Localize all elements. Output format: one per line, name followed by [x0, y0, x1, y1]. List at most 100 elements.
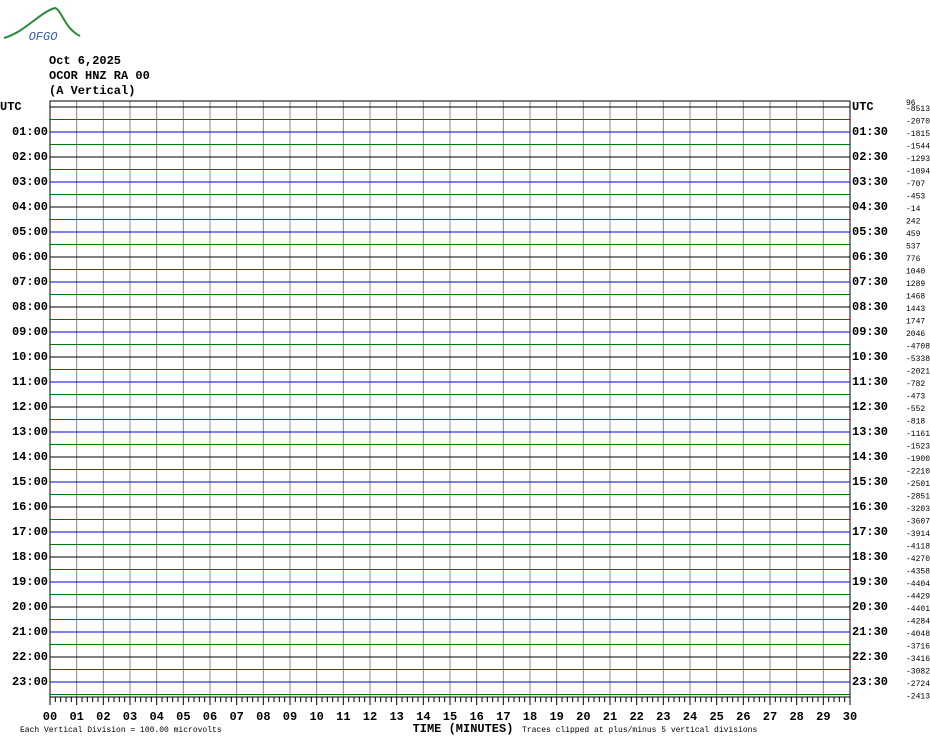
left-time-label: 06:00: [12, 250, 48, 264]
offset-label: -1544: [906, 143, 930, 152]
clip-note: Traces clipped at plus/minus 5 vertical …: [522, 726, 757, 735]
left-time-label: 08:00: [12, 300, 48, 314]
x-tick-label: 03: [123, 710, 137, 724]
x-tick-label: 19: [549, 710, 563, 724]
left-time-label: 20:00: [12, 600, 48, 614]
offset-label: -4284: [906, 618, 930, 627]
left-time-label: UTC: [0, 100, 22, 114]
offset-label: 1289: [906, 280, 925, 289]
left-time-label: 03:00: [12, 175, 48, 189]
offset-label: -2413: [906, 693, 930, 702]
left-time-label: 22:00: [12, 650, 48, 664]
offset-label: 1747: [906, 318, 925, 327]
logo-mark: [3, 6, 81, 39]
right-time-label: 21:30: [852, 625, 888, 639]
x-tick-label: 26: [736, 710, 750, 724]
left-time-label: 17:00: [12, 525, 48, 539]
offset-label: -473: [906, 393, 925, 402]
offset-label: -3416: [906, 655, 930, 664]
right-time-label: 09:30: [852, 325, 888, 339]
offset-label: -4118: [906, 543, 930, 552]
offset-label: -3203: [906, 505, 930, 514]
left-time-label: 16:00: [12, 500, 48, 514]
left-time-label: 04:00: [12, 200, 48, 214]
offset-label: -1094: [906, 168, 930, 177]
x-tick-label: 04: [149, 710, 163, 724]
offset-label: -2851: [906, 493, 930, 502]
offset-label: -4270: [906, 555, 930, 564]
offset-label: 242: [906, 218, 921, 227]
logo-text: OFGO: [29, 30, 58, 44]
right-time-label: 19:30: [852, 575, 888, 589]
x-tick-label: 22: [629, 710, 643, 724]
offset-label: -1815: [906, 130, 930, 139]
x-tick-label: 07: [229, 710, 243, 724]
x-tick-label: 17: [496, 710, 510, 724]
right-time-label: 05:30: [852, 225, 888, 239]
offset-label: -14: [906, 205, 921, 214]
x-tick-label: 28: [789, 710, 803, 724]
right-time-label: 03:30: [852, 175, 888, 189]
right-time-label: 13:30: [852, 425, 888, 439]
top-right-label: 96: [906, 99, 916, 108]
offset-label: 776: [906, 255, 921, 264]
left-time-label: 11:00: [12, 375, 48, 389]
component: (A Vertical): [49, 84, 135, 98]
scale-note: Each Vertical Division = 100.00 microvol…: [20, 726, 222, 735]
offset-label: -2501: [906, 480, 930, 489]
offset-label: -4404: [906, 580, 930, 589]
offset-label: -2021: [906, 368, 930, 377]
right-time-label: 11:30: [852, 375, 888, 389]
x-tick-label: 21: [603, 710, 617, 724]
offset-label: -1523: [906, 443, 930, 452]
offset-label: -1900: [906, 455, 930, 464]
x-tick-label: 18: [523, 710, 537, 724]
offset-label: 537: [906, 243, 921, 252]
right-time-label: 15:30: [852, 475, 888, 489]
offset-label: -453: [906, 193, 925, 202]
left-time-label: 09:00: [12, 325, 48, 339]
offset-label: -3914: [906, 530, 930, 539]
right-time-label: 14:30: [852, 450, 888, 464]
right-time-label: 16:30: [852, 500, 888, 514]
offset-label: -1293: [906, 155, 930, 164]
x-tick-label: 02: [96, 710, 110, 724]
x-tick-label: 12: [363, 710, 377, 724]
left-time-label: 21:00: [12, 625, 48, 639]
left-time-label: 02:00: [12, 150, 48, 164]
offset-label: -5338: [906, 355, 930, 364]
offset-label: 1040: [906, 268, 925, 277]
left-time-label: 13:00: [12, 425, 48, 439]
left-time-label: 12:00: [12, 400, 48, 414]
right-time-label: UTC: [852, 100, 874, 114]
offset-label: -4708: [906, 343, 930, 352]
right-time-label: 07:30: [852, 275, 888, 289]
offset-label: -4048: [906, 630, 930, 639]
x-tick-label: 08: [256, 710, 270, 724]
x-tick-label: 00: [43, 710, 57, 724]
offset-label: 2046: [906, 330, 925, 339]
left-time-label: 23:00: [12, 675, 48, 689]
x-tick-label: 14: [416, 710, 430, 724]
left-time-label: 10:00: [12, 350, 48, 364]
offset-label: -4358: [906, 568, 930, 577]
offset-label: -4429: [906, 593, 930, 602]
offset-label: -3607: [906, 518, 930, 527]
left-time-label: 01:00: [12, 125, 48, 139]
offset-label: -818: [906, 418, 925, 427]
offset-label: -707: [906, 180, 925, 189]
x-axis-title: TIME (MINUTES): [413, 722, 514, 736]
offset-label: -782: [906, 380, 925, 389]
left-time-label: 19:00: [12, 575, 48, 589]
right-time-label: 02:30: [852, 150, 888, 164]
date: Oct 6,2025: [49, 54, 121, 68]
x-tick-label: 30: [843, 710, 857, 724]
x-tick-label: 13: [389, 710, 403, 724]
plot-frame: [49, 100, 851, 698]
right-time-label: 18:30: [852, 550, 888, 564]
right-time-label: 01:30: [852, 125, 888, 139]
x-tick-label: 24: [683, 710, 697, 724]
x-tick-label: 27: [763, 710, 777, 724]
offset-label: -552: [906, 405, 925, 414]
